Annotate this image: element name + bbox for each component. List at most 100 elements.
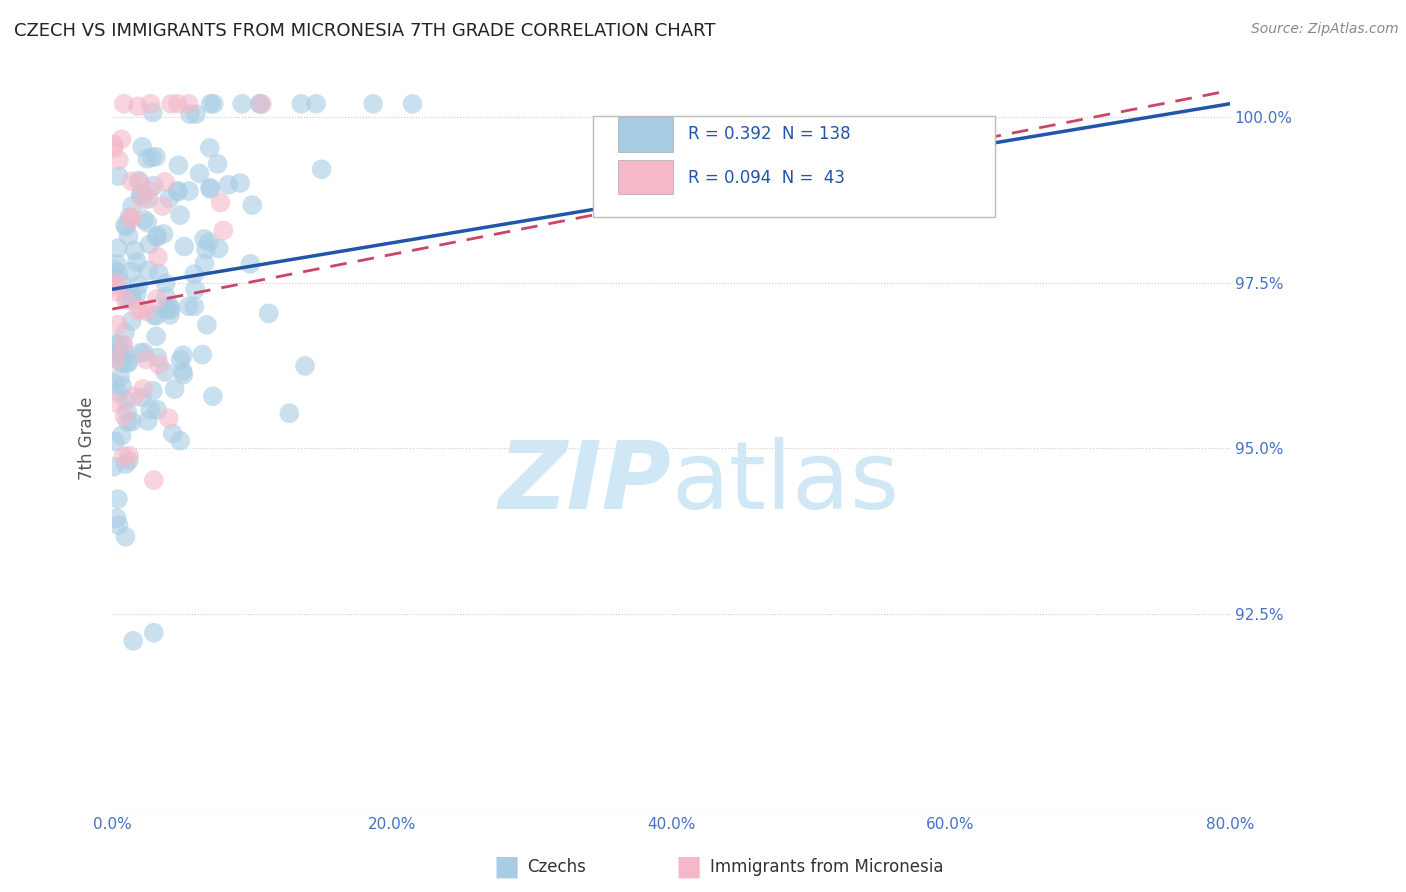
Point xyxy=(155,301,177,316)
Point xyxy=(105,338,128,352)
Point xyxy=(132,193,155,207)
Point xyxy=(184,107,207,121)
Point xyxy=(104,395,127,409)
Point xyxy=(110,345,132,359)
Point xyxy=(167,184,190,198)
Point xyxy=(104,434,127,449)
Point xyxy=(145,309,167,323)
Point xyxy=(114,530,136,544)
Point xyxy=(188,166,211,180)
Point xyxy=(172,364,194,378)
Point xyxy=(177,96,200,111)
Point xyxy=(145,329,167,343)
Point xyxy=(142,384,165,398)
Point xyxy=(107,385,129,400)
Point xyxy=(146,228,169,243)
Text: Czechs: Czechs xyxy=(527,858,586,876)
Point xyxy=(103,459,125,474)
Point xyxy=(160,96,183,111)
Text: ■: ■ xyxy=(676,853,702,881)
Point xyxy=(163,382,186,396)
Point xyxy=(195,243,218,257)
Point xyxy=(208,242,231,256)
Point xyxy=(114,218,136,232)
Point xyxy=(172,368,194,382)
Point xyxy=(103,137,125,152)
Point xyxy=(139,96,162,111)
Point xyxy=(207,157,229,171)
Point xyxy=(111,379,134,393)
Point xyxy=(136,414,159,428)
Point xyxy=(115,291,138,305)
Point xyxy=(107,492,129,507)
Point xyxy=(112,96,135,111)
Y-axis label: 7th Grade: 7th Grade xyxy=(79,397,96,480)
Point xyxy=(112,337,135,351)
Point xyxy=(110,132,132,146)
Point xyxy=(129,346,152,360)
Point xyxy=(132,212,155,227)
Point xyxy=(112,450,135,464)
Text: ■: ■ xyxy=(494,853,519,881)
Point xyxy=(129,188,152,202)
Point xyxy=(217,178,239,192)
Point xyxy=(159,308,181,322)
Point xyxy=(146,351,169,365)
Point xyxy=(136,152,159,166)
Point xyxy=(159,302,181,317)
Point xyxy=(104,336,127,351)
Point xyxy=(135,352,157,367)
Point xyxy=(177,184,200,198)
Text: ZIP: ZIP xyxy=(498,437,671,529)
Point xyxy=(105,349,128,363)
Point xyxy=(136,192,159,206)
Point xyxy=(141,150,163,164)
Point xyxy=(155,290,177,304)
Point xyxy=(209,195,232,210)
Point xyxy=(157,303,180,318)
Point xyxy=(103,262,125,277)
Point xyxy=(169,352,191,367)
Text: CZECH VS IMMIGRANTS FROM MICRONESIA 7TH GRADE CORRELATION CHART: CZECH VS IMMIGRANTS FROM MICRONESIA 7TH … xyxy=(14,22,716,40)
Point xyxy=(179,107,201,121)
Point xyxy=(169,208,191,222)
Point xyxy=(212,223,235,237)
Point xyxy=(142,625,165,640)
Point xyxy=(166,185,188,199)
Point xyxy=(169,434,191,448)
Point xyxy=(201,389,224,403)
Point xyxy=(121,415,143,429)
Point xyxy=(107,169,129,184)
Point xyxy=(257,306,280,320)
Point xyxy=(152,199,174,213)
Point xyxy=(239,257,262,271)
Point xyxy=(107,318,129,332)
FancyBboxPatch shape xyxy=(619,160,673,194)
Point xyxy=(107,241,129,255)
Point xyxy=(111,277,134,291)
Point xyxy=(142,105,165,120)
Point xyxy=(118,210,141,224)
Point xyxy=(122,389,145,403)
Point xyxy=(121,288,143,302)
Point xyxy=(184,282,207,296)
Point xyxy=(143,308,166,322)
Point xyxy=(157,411,180,425)
Point xyxy=(105,276,128,290)
Point xyxy=(105,257,128,271)
Point xyxy=(131,390,153,404)
Point xyxy=(110,370,132,384)
Point xyxy=(146,230,169,244)
Point xyxy=(159,299,181,313)
FancyBboxPatch shape xyxy=(593,117,995,218)
Point xyxy=(183,267,205,281)
Point xyxy=(166,96,188,111)
Point xyxy=(173,239,195,253)
Point xyxy=(115,404,138,418)
Point xyxy=(183,300,205,314)
Point xyxy=(121,174,143,188)
Point xyxy=(193,232,215,246)
Point xyxy=(121,264,143,278)
Point xyxy=(125,287,148,301)
Point xyxy=(117,229,139,244)
